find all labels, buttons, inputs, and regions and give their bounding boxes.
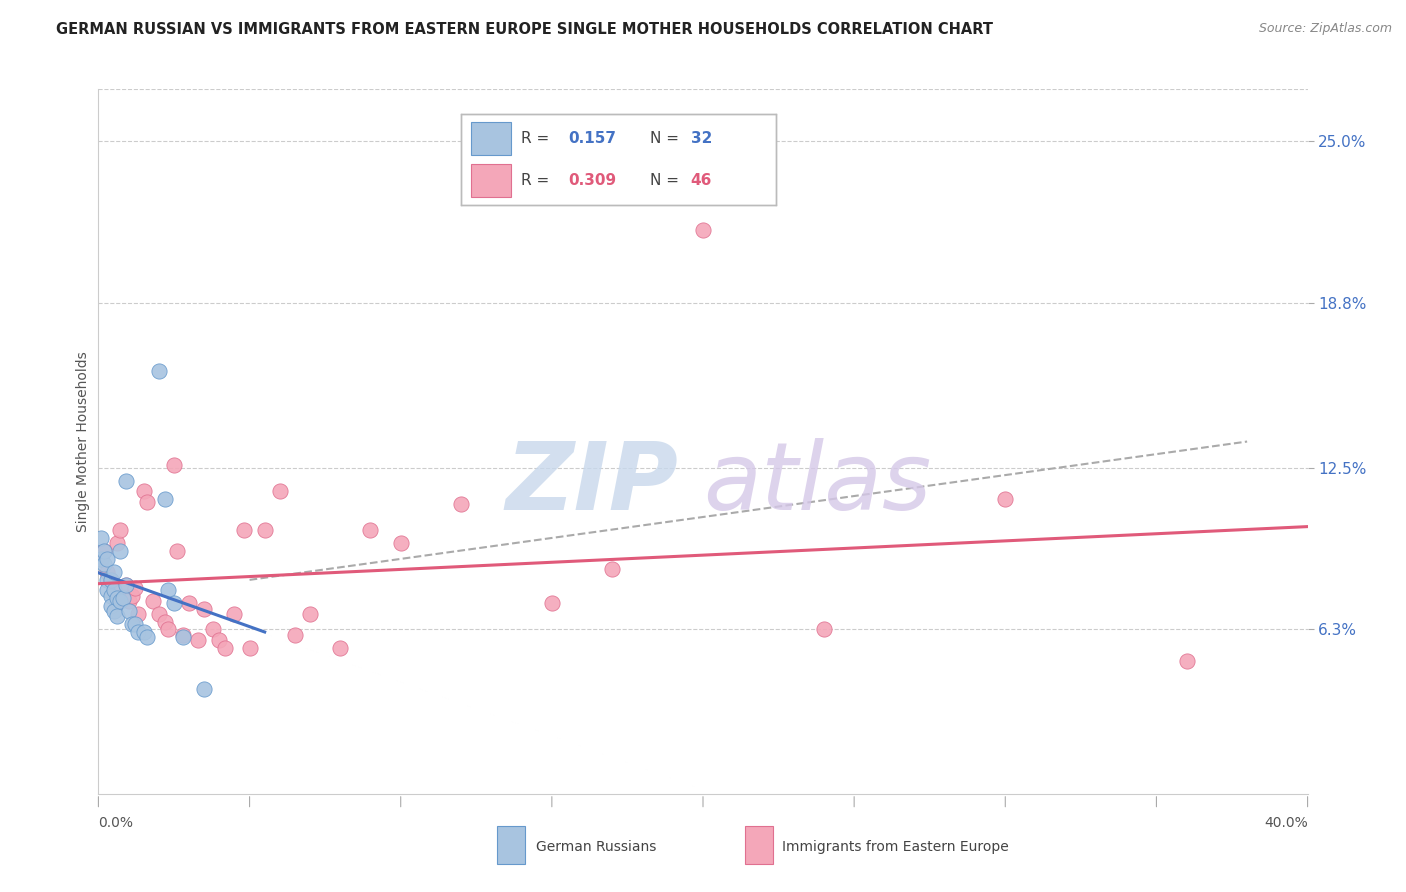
Point xyxy=(127,607,149,621)
Point xyxy=(193,601,215,615)
Point xyxy=(114,578,136,592)
Point xyxy=(121,617,143,632)
Point xyxy=(1175,654,1198,668)
Point xyxy=(148,364,170,378)
Point xyxy=(100,589,122,603)
Point xyxy=(994,491,1017,506)
Point xyxy=(214,640,236,655)
Point xyxy=(208,632,231,647)
Text: atlas: atlas xyxy=(703,438,931,529)
Point xyxy=(135,630,157,644)
Point xyxy=(93,544,115,558)
Point xyxy=(153,615,176,629)
Point xyxy=(253,523,276,537)
Point xyxy=(202,623,225,637)
Point xyxy=(96,552,118,566)
Point xyxy=(163,458,186,472)
Text: GERMAN RUSSIAN VS IMMIGRANTS FROM EASTERN EUROPE SINGLE MOTHER HOUSEHOLDS CORREL: GERMAN RUSSIAN VS IMMIGRANTS FROM EASTER… xyxy=(56,22,993,37)
Point xyxy=(118,593,141,607)
Point xyxy=(284,628,307,642)
Point xyxy=(96,583,118,598)
Point xyxy=(299,607,322,621)
Text: Immigrants from Eastern Europe: Immigrants from Eastern Europe xyxy=(782,839,1008,854)
Text: German Russians: German Russians xyxy=(536,839,657,854)
Point xyxy=(108,523,131,537)
Point xyxy=(239,640,262,655)
Point xyxy=(360,523,382,537)
Point xyxy=(103,583,125,598)
Point xyxy=(100,573,122,587)
Point xyxy=(90,552,112,566)
Point xyxy=(540,596,562,610)
Point xyxy=(108,544,131,558)
Point xyxy=(96,573,118,587)
Point xyxy=(100,573,122,587)
Point xyxy=(329,640,352,655)
Point xyxy=(90,531,112,545)
Point xyxy=(269,484,291,499)
Point xyxy=(132,484,155,499)
Point xyxy=(93,558,115,572)
Point xyxy=(156,583,179,598)
Point xyxy=(105,536,128,550)
Point xyxy=(105,591,128,606)
Point xyxy=(103,565,125,579)
Y-axis label: Single Mother Households: Single Mother Households xyxy=(76,351,90,532)
Point xyxy=(172,630,194,644)
Point xyxy=(813,623,835,637)
Point xyxy=(142,593,165,607)
Point xyxy=(602,562,624,576)
Point xyxy=(111,589,134,603)
Point xyxy=(105,609,128,624)
Point xyxy=(103,581,125,595)
Point xyxy=(450,497,472,511)
Point xyxy=(105,596,128,610)
Point xyxy=(121,589,143,603)
Point xyxy=(179,596,201,610)
Point xyxy=(153,491,176,506)
Point xyxy=(135,494,157,508)
Point xyxy=(692,223,714,237)
Point xyxy=(166,544,188,558)
Point xyxy=(114,474,136,488)
Point xyxy=(389,536,412,550)
Point xyxy=(156,623,179,637)
Bar xyxy=(745,826,773,864)
Point xyxy=(148,607,170,621)
Point xyxy=(172,628,194,642)
Text: ZIP: ZIP xyxy=(506,438,679,530)
Text: 40.0%: 40.0% xyxy=(1264,816,1308,830)
Point xyxy=(103,604,125,618)
Point xyxy=(93,544,115,558)
Point xyxy=(111,591,134,606)
Text: 0.0%: 0.0% xyxy=(98,816,134,830)
Point xyxy=(187,632,209,647)
Point xyxy=(96,565,118,579)
Point xyxy=(127,625,149,640)
Point xyxy=(124,617,146,632)
Point xyxy=(224,607,246,621)
Bar xyxy=(498,826,526,864)
Point xyxy=(100,599,122,613)
Point xyxy=(132,625,155,640)
Point xyxy=(118,604,141,618)
Point xyxy=(232,523,254,537)
Text: Source: ZipAtlas.com: Source: ZipAtlas.com xyxy=(1258,22,1392,36)
Point xyxy=(163,596,186,610)
Point xyxy=(193,682,215,697)
Point xyxy=(108,593,131,607)
Point xyxy=(114,578,136,592)
Point xyxy=(90,552,112,566)
Point xyxy=(124,581,146,595)
